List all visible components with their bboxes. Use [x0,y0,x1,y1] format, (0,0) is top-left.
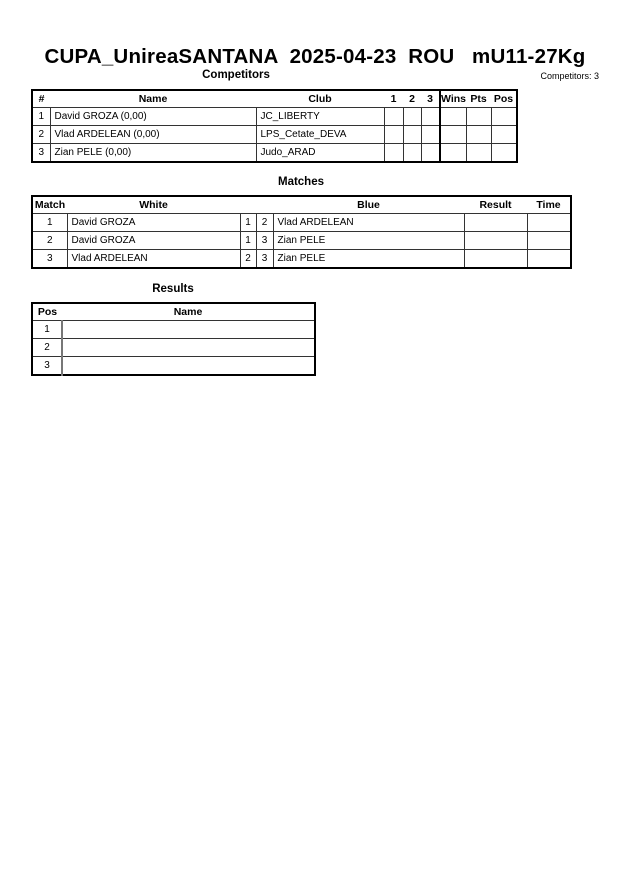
white-competitor: Vlad ARDELEAN [66,249,241,269]
competitor-name: Zian PELE (0,00) [49,143,257,163]
pts-cell [465,125,492,144]
competitors-heading: Competitors [202,69,270,81]
table-row: 2 David GROZA 1 3 Zian PELE [31,231,572,250]
results-heading: Results [152,283,194,295]
table-row: 2 [31,338,316,357]
white-number: 2 [239,249,257,269]
competitor-number: 2 [31,125,51,144]
table-row: 2 Vlad ARDELEAN (0,00) LPS_Cetate_DEVA [31,125,518,144]
result-position: 1 [31,320,63,339]
score-vs-2 [402,143,422,163]
col-header-wins: Wins [439,90,466,108]
score-vs-3 [420,125,441,144]
result-position: 3 [31,356,63,376]
table-row: 1 [31,320,316,339]
col-header-pos: Pos [493,93,514,105]
matches-heading: Matches [277,176,325,188]
wins-cell [439,125,467,144]
col-header-pos: Pos [37,306,58,318]
col-header-opp-3: 3 [427,93,433,105]
time-cell [526,231,572,250]
result-cell [463,231,528,250]
score-vs-1 [383,107,404,126]
score-vs-2 [402,125,422,144]
blue-number: 2 [255,213,274,232]
competitor-club: LPS_Cetate_DEVA [255,125,385,144]
table-header-row: Match White Blue Result Time [32,196,571,214]
blue-number: 3 [255,249,274,269]
col-header-name: Name [173,306,203,318]
col-header-blue: Blue [357,199,380,211]
white-competitor: David GROZA [66,231,241,250]
score-vs-1 [383,125,404,144]
competitor-name: Vlad ARDELEAN (0,00) [49,125,257,144]
match-number: 2 [31,231,68,250]
score-vs-3 [420,107,441,126]
col-header-name: Name [138,93,168,105]
col-header-result: Result [479,199,512,211]
col-header-white: White [139,199,168,211]
competitor-number: 1 [31,107,51,126]
col-header-time: Time [536,199,561,211]
pos-cell [490,143,518,163]
competitors-count: Competitors: 3 [540,71,599,81]
result-cell [463,213,528,232]
pts-cell [465,107,492,126]
blue-competitor: Zian PELE [272,231,465,250]
competitor-club: Judo_ARAD [255,143,385,163]
competitor-name: David GROZA (0,00) [49,107,257,126]
page-title: CUPA_UnireaSANTANA 2025-04-23 ROU mU11-2… [44,45,586,68]
blue-competitor: Vlad ARDELEAN [272,213,465,232]
col-header-pts: Pts [470,93,487,105]
wins-cell [439,143,467,163]
competitors-table: # Name Club 1 2 3 Wins Pts Pos 1 David GR… [31,89,518,163]
result-cell [463,249,528,269]
white-number: 1 [239,231,257,250]
pos-cell [490,107,518,126]
table-header-row: # Name Club 1 2 3 Wins Pts Pos [32,90,517,108]
table-row: 3 Vlad ARDELEAN 2 3 Zian PELE [31,249,572,269]
competitor-number: 3 [31,143,51,163]
white-number: 1 [239,213,257,232]
result-position: 2 [31,338,63,357]
pos-cell [490,125,518,144]
pts-cell [465,143,492,163]
wins-cell [439,107,467,126]
score-vs-3 [420,143,441,163]
col-header-opp-1: 1 [390,93,397,105]
table-row: 1 David GROZA (0,00) JC_LIBERTY [31,107,518,126]
table-header-row: Pos Name [32,303,315,321]
competitor-club: JC_LIBERTY [255,107,385,126]
time-cell [526,249,572,269]
time-cell [526,213,572,232]
score-vs-1 [383,143,404,163]
table-row: 3 Zian PELE (0,00) Judo_ARAD [31,143,518,163]
matches-table: Match White Blue Result Time 1 David GROZ… [31,195,572,269]
col-header-opp-2: 2 [409,93,415,105]
col-header-club: Club [308,93,332,105]
result-name [61,356,316,376]
result-name [61,338,316,357]
match-number: 1 [31,213,68,232]
match-number: 3 [31,249,68,269]
table-row: 1 David GROZA 1 2 Vlad ARDELEAN [31,213,572,232]
blue-competitor: Zian PELE [272,249,465,269]
white-competitor: David GROZA [66,213,241,232]
result-name [61,320,316,339]
table-row: 3 [31,356,316,376]
col-header-match: Match [34,199,66,211]
blue-number: 3 [255,231,274,250]
col-header-number: # [38,93,45,105]
score-vs-2 [402,107,422,126]
